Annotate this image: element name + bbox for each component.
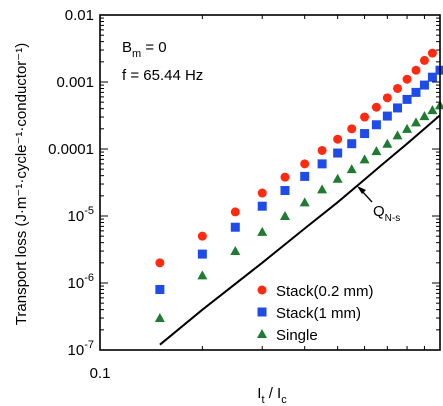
marker-stack-0-2mm <box>382 93 392 103</box>
marker-single <box>382 138 393 148</box>
y-tick-label: 10-5 <box>68 205 94 225</box>
marker-stack-1mm <box>155 284 165 294</box>
marker-single <box>332 173 343 183</box>
marker-single <box>279 211 290 220</box>
marker-single <box>402 123 413 133</box>
marker-stack-1mm <box>360 129 370 139</box>
y-tick-label: 0.001 <box>56 74 94 91</box>
marker-single <box>371 146 382 156</box>
marker-stack-1mm <box>371 120 381 130</box>
legend-label: Stack(1 mm) <box>276 305 361 322</box>
marker-stack-0-2mm <box>347 124 357 134</box>
y-tick-label: 10-7 <box>68 339 94 359</box>
marker-stack-1mm <box>393 103 403 113</box>
curve-layer <box>159 114 441 346</box>
marker-single <box>230 246 241 256</box>
marker-single <box>392 130 403 140</box>
qns-annotation: QN-s <box>357 186 400 224</box>
marker-layer <box>154 48 443 323</box>
legend-item-single: Single <box>257 327 318 344</box>
marker-stack-0-2mm <box>360 112 370 122</box>
y-tick-label: 10-6 <box>68 272 94 292</box>
marker-stack-1mm <box>300 171 310 181</box>
marker-single <box>435 100 443 110</box>
marker-stack-0-2mm <box>427 48 437 58</box>
marker-stack-0-2mm <box>393 83 403 93</box>
marker-stack-1mm <box>419 80 429 90</box>
legend-marker-square <box>257 307 267 317</box>
marker-single <box>411 117 422 127</box>
y-tick-label: 0.0001 <box>48 141 94 158</box>
qns-curve <box>159 114 441 346</box>
marker-single <box>419 111 430 121</box>
marker-single <box>427 105 438 115</box>
marker-stack-0-2mm <box>371 102 381 112</box>
marker-stack-0-2mm <box>257 188 267 198</box>
bm-annotation: Bm = 0 <box>122 39 167 60</box>
marker-stack-1mm <box>317 159 327 169</box>
marker-stack-1mm <box>197 249 207 259</box>
marker-stack-1mm <box>402 94 412 104</box>
marker-single <box>257 226 268 236</box>
qns-label: QN-s <box>373 203 400 224</box>
marker-single <box>317 184 328 194</box>
marker-stack-1mm <box>333 148 343 158</box>
marker-single <box>359 154 370 164</box>
marker-stack-0-2mm <box>419 55 429 65</box>
y-axis-title: Transport loss (J·m⁻¹·cycle⁻¹·conductor⁻… <box>13 43 30 325</box>
marker-stack-1mm <box>427 72 437 82</box>
marker-stack-1mm <box>347 139 357 149</box>
legend-item-stack-0-2mm: Stack(0.2 mm) <box>257 283 374 300</box>
marker-stack-1mm <box>230 222 240 232</box>
legend-marker-triangle <box>257 329 267 338</box>
marker-stack-0-2mm <box>155 258 165 268</box>
marker-stack-1mm <box>382 111 392 121</box>
marker-stack-0-2mm <box>411 65 421 75</box>
x-axis-title: It / Ic <box>257 385 287 406</box>
x-tick-label: 0.1 <box>90 365 111 382</box>
legend: Stack(0.2 mm) Stack(1 mm) Single <box>257 283 374 344</box>
marker-stack-1mm <box>280 186 290 196</box>
marker-stack-0-2mm <box>300 159 310 169</box>
marker-stack-0-2mm <box>402 74 412 84</box>
marker-stack-0-2mm <box>280 172 290 182</box>
tick-labels: 0.01 0.001 0.0001 10-5 10-6 10-7 0.1 <box>48 7 110 382</box>
marker-single <box>197 270 208 280</box>
plot-frame <box>99 14 441 351</box>
legend-label: Single <box>276 327 318 344</box>
marker-single <box>346 164 357 174</box>
marker-stack-1mm <box>411 87 421 97</box>
legend-marker-circle <box>257 285 267 295</box>
frequency-annotation: f = 65.44 Hz <box>122 67 203 84</box>
legend-item-stack-1mm: Stack(1 mm) <box>257 305 361 322</box>
legend-label: Stack(0.2 mm) <box>276 283 374 300</box>
marker-stack-0-2mm <box>197 231 207 241</box>
marker-stack-0-2mm <box>230 207 240 217</box>
marker-stack-0-2mm <box>333 134 343 144</box>
marker-stack-1mm <box>257 201 267 211</box>
marker-stack-0-2mm <box>317 145 327 155</box>
axis-ticks <box>99 14 441 351</box>
y-tick-label: 0.01 <box>65 7 94 24</box>
marker-single <box>154 313 165 323</box>
qns-arrowhead <box>357 186 366 194</box>
marker-single <box>299 197 310 207</box>
